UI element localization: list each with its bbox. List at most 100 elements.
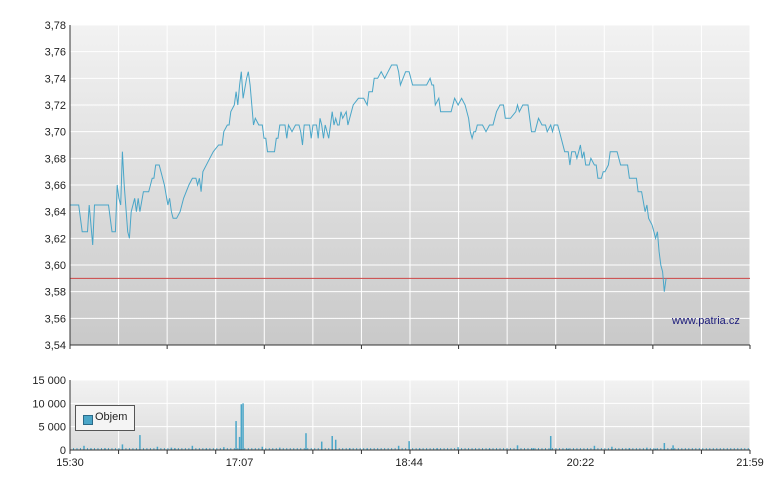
volume-bar: [238, 436, 241, 450]
volume-bar-minor: [205, 448, 207, 450]
volume-bar-minor: [565, 448, 567, 450]
x-tick-label: 15:30: [56, 457, 84, 469]
volume-bar-minor: [265, 448, 267, 450]
volume-bar-minor: [324, 448, 326, 450]
volume-bar-minor: [527, 448, 529, 450]
volume-bar-minor: [303, 448, 305, 450]
volume-bar-minor: [688, 448, 690, 450]
price-y-tick-label: 3,70: [45, 127, 66, 139]
price-y-tick-label: 3,68: [45, 153, 66, 165]
volume-bar-minor: [226, 448, 228, 450]
volume-bar-minor: [649, 448, 651, 450]
volume-bar-minor: [286, 448, 288, 450]
volume-bar-minor: [338, 448, 340, 450]
price-y-axis: 3,78 3,76 3,74 3,72 3,70 3,68 3,66 3,64 3,62 3,60…: [45, 20, 66, 352]
volume-bar-minor: [237, 448, 239, 450]
volume-bar-minor: [422, 448, 424, 450]
volume-bar-minor: [590, 448, 592, 450]
volume-bar-minor: [485, 448, 487, 450]
volume-bar-minor: [632, 448, 634, 450]
volume-bar: [235, 421, 237, 450]
volume-bar-minor: [272, 448, 274, 450]
volume-bar-minor: [583, 448, 585, 450]
volume-bar-minor: [349, 448, 351, 450]
volume-bar-minor: [282, 448, 284, 450]
legend-label: Objem: [95, 411, 128, 423]
volume-bar-minor: [593, 448, 595, 450]
volume-bar: [672, 445, 674, 450]
volume-bar-minor: [373, 448, 375, 450]
legend-swatch: [83, 415, 93, 425]
volume-bar-minor: [600, 448, 602, 450]
volume-bar-minor: [611, 448, 613, 450]
volume-bar-minor: [142, 448, 144, 450]
volume-bar-minor: [737, 448, 739, 450]
volume-bar-minor: [433, 448, 435, 450]
volume-bar-minor: [674, 448, 676, 450]
volume-bar-minor: [702, 448, 704, 450]
volume-bar-minor: [296, 448, 298, 450]
volume-bar-minor: [503, 448, 505, 450]
volume-bar-minor: [443, 448, 445, 450]
volume-bar-minor: [681, 448, 683, 450]
price-y-tick-label: 3,64: [45, 207, 66, 219]
volume-bar-minor: [698, 448, 700, 450]
price-y-tick-label: 3,56: [45, 313, 66, 325]
volume-bar-minor: [377, 448, 379, 450]
volume-bar-minor: [440, 448, 442, 450]
volume-bar-minor: [520, 448, 522, 450]
volume-bar-minor: [76, 448, 78, 450]
volume-bar-minor: [510, 448, 512, 450]
price-y-tick-label: 3,60: [45, 260, 66, 272]
volume-bar-minor: [149, 448, 151, 450]
volume-bar-minor: [240, 448, 242, 450]
volume-bar: [334, 439, 337, 450]
volume-bar-minor: [345, 448, 347, 450]
volume-bar-minor: [656, 448, 658, 450]
volume-bar-minor: [730, 448, 732, 450]
volume-y-tick-label: 5 000: [38, 422, 66, 434]
volume-bar-minor: [114, 448, 116, 450]
volume-bar: [532, 448, 534, 450]
volume-bar-minor: [384, 448, 386, 450]
volume-bar-minor: [83, 448, 85, 450]
volume-bar: [83, 445, 85, 450]
volume-bar-minor: [391, 448, 393, 450]
volume-bar-minor: [740, 448, 742, 450]
volume-bar-minor: [209, 448, 211, 450]
volume-bar: [121, 444, 124, 450]
volume-bar-minor: [412, 448, 414, 450]
volume-bar-minor: [156, 448, 158, 450]
x-tick-label: 20:22: [567, 457, 595, 469]
volume-bar-minor: [198, 448, 200, 450]
volume-y-tick-label: 0: [60, 445, 66, 457]
volume-bar-minor: [146, 448, 148, 450]
volume-bar-minor: [247, 448, 249, 450]
volume-bar-minor: [331, 448, 333, 450]
volume-bar-minor: [513, 448, 515, 450]
volume-bar-minor: [167, 448, 169, 450]
price-y-tick-label: 3,58: [45, 287, 66, 299]
volume-bar-minor: [93, 448, 95, 450]
volume-bar-minor: [394, 448, 396, 450]
volume-bar-minor: [677, 448, 679, 450]
volume-bar-minor: [195, 448, 197, 450]
volume-bar-minor: [121, 448, 123, 450]
volume-bar: [408, 441, 410, 450]
volume-bar-minor: [153, 448, 155, 450]
legend: Objem: [75, 405, 135, 431]
volume-bar-minor: [405, 448, 407, 450]
volume-bar-minor: [184, 448, 186, 450]
volume-bar-minor: [548, 448, 550, 450]
volume-bar-minor: [653, 448, 655, 450]
volume-bar-minor: [544, 448, 546, 450]
volume-y-tick-label: 10 000: [32, 398, 66, 410]
x-tick-label: 17:07: [226, 457, 254, 469]
volume-bar-minor: [135, 448, 137, 450]
volume-bar-minor: [506, 448, 508, 450]
volume-bar: [191, 445, 194, 450]
volume-bar-minor: [181, 448, 183, 450]
volume-bar-minor: [370, 448, 372, 450]
